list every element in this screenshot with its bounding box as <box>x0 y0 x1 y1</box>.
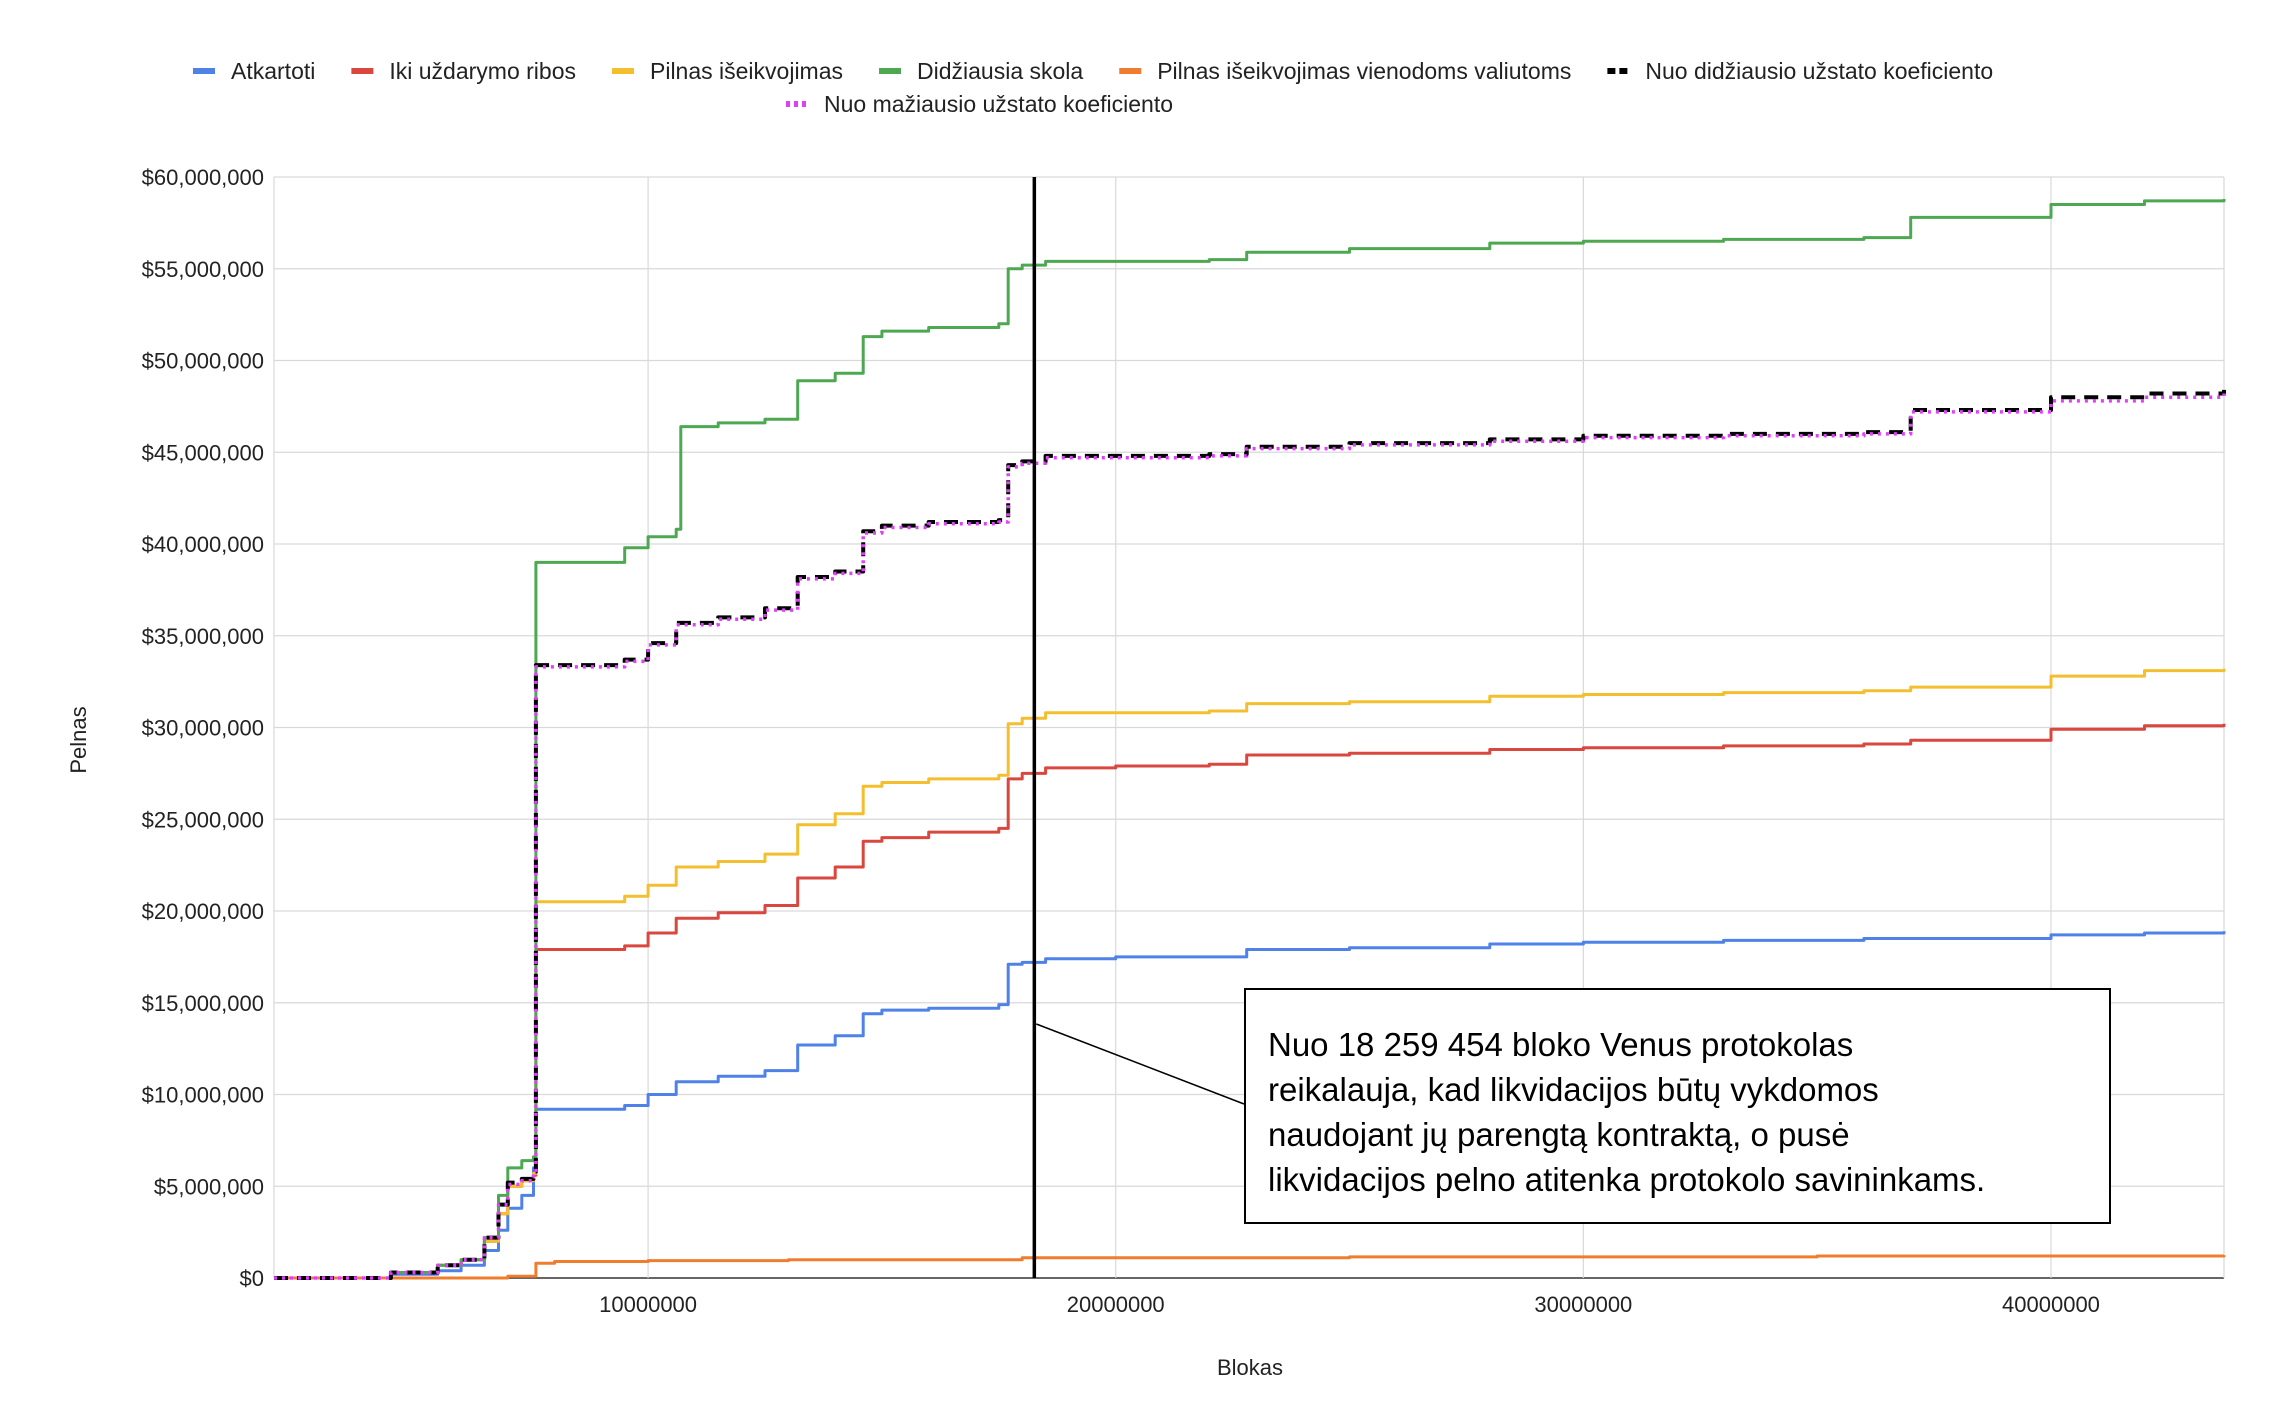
legend-label: Nuo didžiausio užstato koeficiento <box>1645 58 1993 84</box>
x-tick-label: 10000000 <box>599 1292 697 1317</box>
annotation-line: Nuo 18 259 454 bloko Venus protokolas <box>1268 1026 1854 1063</box>
legend-label: Nuo mažiausio užstato koeficiento <box>824 91 1173 117</box>
legend: Atkartoti Iki uždarymo ribos Pilnas išeikv… <box>193 58 1993 117</box>
y-tick-label: $55,000,000 <box>142 257 264 282</box>
series-line <box>274 1254 2226 1280</box>
y-tick-label: $15,000,000 <box>142 991 264 1016</box>
y-tick-label: $45,000,000 <box>142 440 264 465</box>
x-axis-title: Blokas <box>1217 1355 1283 1380</box>
legend-label: Pilnas išeikvojimas <box>650 58 843 84</box>
y-tick-label: $25,000,000 <box>142 807 264 832</box>
legend-label: Didžiausia skola <box>917 58 1083 84</box>
annotation-line: reikalauja, kad likvidacijos būtų vykdom… <box>1268 1071 1879 1108</box>
annotation-box: Nuo 18 259 454 bloko Venus protokolas re… <box>1244 988 2111 1224</box>
y-axis-title: Pelnas <box>66 706 91 773</box>
y-tick-label: $0 <box>240 1266 264 1291</box>
y-axis-ticks: $0 $5,000,000 $10,000,000 $15,000,000 $20,00… <box>142 165 264 1291</box>
x-tick-label: 40000000 <box>2002 1292 2100 1317</box>
legend-label: Pilnas išeikvojimas vienodoms valiutoms <box>1157 58 1571 84</box>
y-tick-label: $40,000,000 <box>142 532 264 557</box>
x-axis-ticks: 10000000 20000000 30000000 40000000 <box>599 1292 2100 1317</box>
series-lines <box>274 199 2226 1280</box>
annotation-line: likvidacijos pelno atitenka protokolo sa… <box>1268 1161 1986 1198</box>
x-tick-label: 30000000 <box>1534 1292 1632 1317</box>
annotation-line: naudojant jų parengtą kontraktą, o pusė <box>1268 1116 1850 1153</box>
y-tick-label: $35,000,000 <box>142 624 264 649</box>
series-line <box>274 199 2226 1280</box>
grid <box>273 176 2225 1279</box>
series-line <box>274 931 2226 1280</box>
y-tick-label: $5,000,000 <box>154 1174 264 1199</box>
series-line <box>274 389 2226 1280</box>
x-tick-label: 20000000 <box>1067 1292 1165 1317</box>
y-tick-label: $30,000,000 <box>142 716 264 741</box>
y-tick-label: $50,000,000 <box>142 349 264 374</box>
annotation-leader-line <box>1036 1023 1245 1105</box>
y-tick-label: $60,000,000 <box>142 165 264 190</box>
y-tick-label: $20,000,000 <box>142 899 264 924</box>
vertical-marker <box>1032 177 1245 1278</box>
legend-label: Atkartoti <box>231 58 315 84</box>
y-tick-label: $10,000,000 <box>142 1083 264 1108</box>
legend-label: Iki uždarymo ribos <box>389 58 576 84</box>
